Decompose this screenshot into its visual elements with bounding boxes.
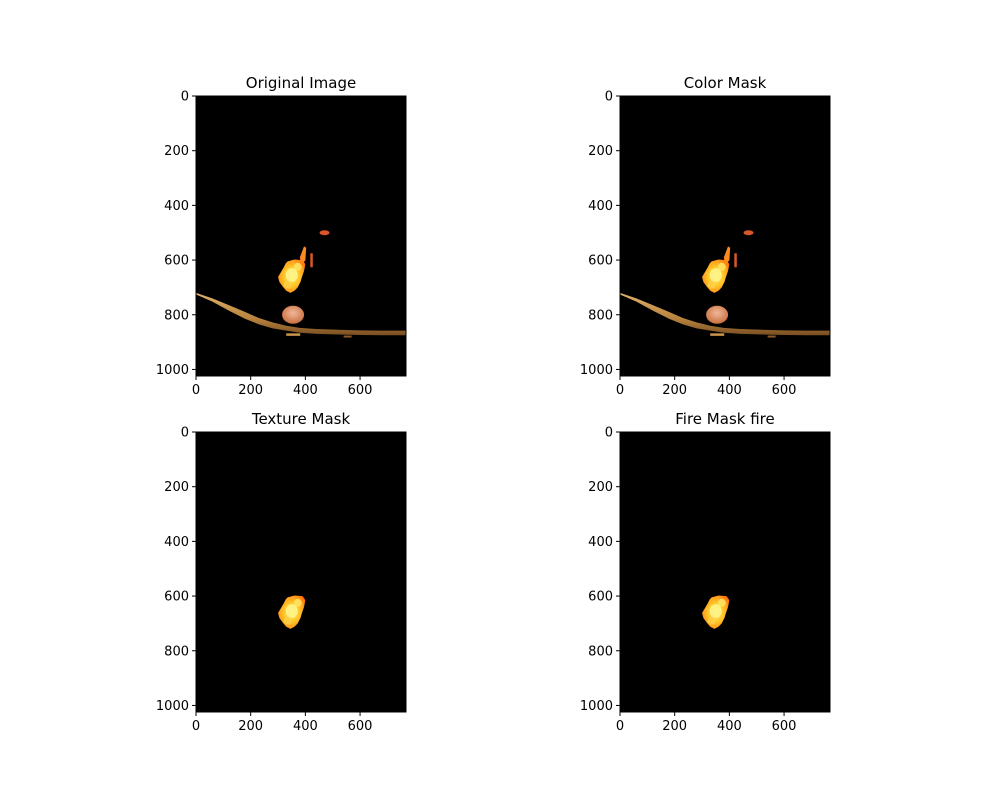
y-tick-label: 200 <box>164 144 189 159</box>
fire-core <box>709 604 722 619</box>
flame-tip <box>723 246 731 266</box>
ember <box>310 253 313 268</box>
fire-core <box>709 268 722 283</box>
y-tick-label: 600 <box>588 254 613 269</box>
ember <box>734 253 737 268</box>
ember <box>319 230 330 236</box>
x-tick-label: 200 <box>662 719 687 734</box>
panel-4: Fire Mask fire 0 200 400 600 0 200 400 600 800 100… <box>580 410 831 734</box>
y-tick-label: 0 <box>605 426 613 441</box>
y-tick-label: 1000 <box>580 699 613 714</box>
panel-1: Original Image 0 200 400 600 0 200 400 600 800 100… <box>156 74 407 398</box>
image-background <box>196 432 406 712</box>
x-tick-label: 0 <box>616 383 624 398</box>
image-content <box>702 595 730 629</box>
x-tick-label: 0 <box>616 719 624 734</box>
debris <box>286 333 301 336</box>
y-tick-label: 1000 <box>156 363 189 378</box>
y-tick-label: 600 <box>164 254 189 269</box>
fire-core <box>283 280 292 289</box>
axes-frame <box>619 95 831 377</box>
y-tick-label: 400 <box>588 199 613 214</box>
fire-core <box>285 268 298 283</box>
x-tick-label: 200 <box>238 383 263 398</box>
debris <box>710 333 725 336</box>
y-tick-label: 200 <box>588 480 613 495</box>
y-tick-label: 800 <box>588 308 613 323</box>
y-tick-label: 0 <box>181 90 189 105</box>
fire-core <box>283 616 292 625</box>
y-tick-label: 0 <box>181 426 189 441</box>
fire-core <box>717 262 726 271</box>
x-tick-label: 400 <box>717 719 742 734</box>
panel-title: Fire Mask fire <box>675 410 774 428</box>
image-content <box>196 230 406 338</box>
panel-title: Texture Mask <box>251 410 351 428</box>
y-tick-label: 600 <box>164 590 189 605</box>
fire-core <box>293 262 302 271</box>
axes-frame <box>195 431 407 713</box>
image-content <box>620 230 830 338</box>
ember-rock <box>282 305 305 324</box>
y-tick-label: 1000 <box>156 699 189 714</box>
panel-3: Texture Mask 0 200 400 600 0 200 400 600 800 1000 <box>156 410 407 734</box>
x-tick-label: 400 <box>293 383 318 398</box>
y-tick-label: 200 <box>164 480 189 495</box>
x-tick-label: 400 <box>717 383 742 398</box>
branch <box>620 292 830 336</box>
panel-title: Color Mask <box>684 74 767 92</box>
x-tick-label: 600 <box>348 383 373 398</box>
axes-frame <box>195 95 407 377</box>
x-tick-label: 200 <box>238 719 263 734</box>
panel-2: Color Mask 0 200 400 600 0 200 400 600 800 1000 <box>580 74 831 398</box>
image-background <box>620 432 830 712</box>
y-tick-label: 800 <box>164 644 189 659</box>
fire-core <box>285 604 298 619</box>
y-tick-label: 600 <box>588 590 613 605</box>
branch <box>196 292 406 336</box>
debris <box>767 335 776 338</box>
y-tick-label: 1000 <box>580 363 613 378</box>
y-tick-label: 400 <box>164 199 189 214</box>
ember-rock <box>706 305 729 324</box>
image-content <box>278 595 306 629</box>
x-tick-label: 200 <box>662 383 687 398</box>
debris <box>343 335 352 338</box>
ember <box>743 230 754 236</box>
y-tick-label: 0 <box>605 90 613 105</box>
axes-frame <box>619 431 831 713</box>
x-tick-label: 600 <box>772 719 797 734</box>
x-tick-label: 400 <box>293 719 318 734</box>
y-tick-label: 200 <box>588 144 613 159</box>
x-tick-label: 600 <box>772 383 797 398</box>
fire-core <box>707 616 716 625</box>
y-tick-label: 400 <box>588 535 613 550</box>
fire-core <box>293 598 302 607</box>
x-tick-label: 0 <box>192 383 200 398</box>
x-tick-label: 600 <box>348 719 373 734</box>
y-tick-label: 800 <box>164 308 189 323</box>
x-tick-label: 0 <box>192 719 200 734</box>
flame-tip <box>299 246 307 266</box>
panel-title: Original Image <box>246 74 356 92</box>
fire-core <box>717 598 726 607</box>
fire-core <box>707 280 716 289</box>
y-tick-label: 400 <box>164 535 189 550</box>
y-tick-label: 800 <box>588 644 613 659</box>
